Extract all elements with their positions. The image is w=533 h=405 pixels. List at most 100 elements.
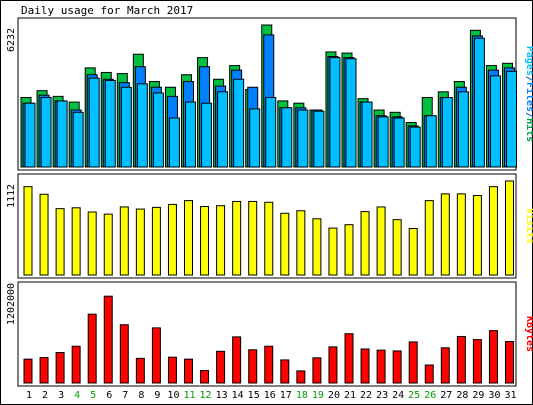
x-tick-label-day-8: 8 (138, 390, 144, 401)
visits-bar-day-25 (408, 228, 418, 276)
kbytes-bar-day-13 (216, 350, 226, 384)
x-tick-label-day-5: 5 (90, 390, 96, 401)
visits-bar-day-7 (119, 206, 129, 276)
x-tick-label-day-1: 1 (26, 390, 32, 401)
kbytes-bar-day-20 (328, 346, 338, 384)
kbytes-bar-day-3 (55, 352, 65, 384)
pages-bar-day-18 (297, 109, 309, 168)
series-pages (24, 37, 517, 168)
pages-bar-day-13 (217, 91, 229, 168)
visits-bar-day-22 (360, 211, 370, 276)
x-tick-label-day-22: 22 (360, 390, 372, 401)
x-tick-label-day-24: 24 (392, 390, 404, 401)
x-tick-label-day-16: 16 (264, 390, 276, 401)
x-tick-label-day-28: 28 (456, 390, 468, 401)
kbytes-bar-day-1 (23, 358, 33, 384)
x-tick-label-day-3: 3 (58, 390, 64, 401)
kbytes-bar-day-9 (151, 327, 161, 384)
pages-bar-day-22 (361, 101, 373, 168)
visits-bar-day-21 (344, 224, 354, 276)
visits-bar-day-19 (312, 218, 322, 276)
pages-bar-day-15 (249, 108, 261, 168)
visits-bar-day-12 (200, 206, 210, 276)
kbytes-bar-day-28 (456, 335, 466, 384)
kbytes-bar-day-29 (472, 339, 482, 384)
x-tick-label-day-6: 6 (106, 390, 112, 401)
visits-bar-day-16 (264, 201, 274, 276)
kbytes-bar-day-23 (376, 349, 386, 384)
visits-bar-day-9 (151, 206, 161, 276)
kbytes-bar-day-22 (360, 348, 370, 384)
x-tick-label-day-27: 27 (440, 390, 452, 401)
kbytes-bar-day-27 (440, 347, 450, 384)
visits-bar-day-17 (280, 212, 290, 276)
pages-bar-day-3 (56, 100, 68, 168)
visits-bar-day-28 (456, 193, 466, 276)
series-label-part: Hits (524, 118, 533, 142)
series-label-part: / (524, 76, 533, 82)
pages-bar-day-20 (329, 57, 341, 168)
x-tick-label-day-21: 21 (344, 390, 356, 401)
kbytes-bar-day-12 (200, 369, 210, 384)
x-axis-labels: 1 2 3 4 5 6 7 8 9 10 11 12 13 14 15 16 17 18 19 20 21 22 23 24 2… (26, 390, 517, 401)
kbytes-bar-day-6 (103, 295, 113, 384)
kbytes-bar-day-14 (232, 336, 242, 384)
x-tick-label-day-14: 14 (232, 390, 244, 401)
pages-bar-day-26 (425, 115, 437, 168)
visits-bar-day-5 (87, 211, 97, 276)
visits-bar-day-1 (23, 186, 33, 276)
x-tick-label-day-9: 9 (154, 390, 160, 401)
x-tick-label-day-19: 19 (312, 390, 324, 401)
kbytes-bar-day-18 (296, 370, 306, 384)
visits-bar-day-27 (440, 193, 450, 276)
pages-bar-day-28 (457, 91, 469, 168)
kbytes-bar-day-31 (505, 341, 514, 384)
pages-bar-day-2 (40, 97, 52, 168)
panel-max-label: 1112 (6, 184, 17, 208)
kbytes-bar-day-24 (392, 350, 402, 384)
x-tick-label-day-17: 17 (280, 390, 292, 401)
pages-bar-day-10 (168, 117, 180, 168)
visits-bar-day-8 (135, 208, 145, 276)
x-tick-label-day-25: 25 (408, 390, 420, 401)
pages-bar-day-17 (281, 107, 293, 168)
pages-bar-day-5 (88, 77, 100, 168)
pages-bar-day-19 (313, 110, 325, 168)
panel-3: 1202000 KBytes (6, 281, 533, 387)
kbytes-bar-day-8 (135, 357, 145, 384)
kbytes-bar-day-26 (424, 364, 434, 384)
visits-bar-day-15 (248, 200, 258, 276)
pages-bar-day-27 (441, 97, 453, 168)
x-tick-label-day-4: 4 (74, 390, 80, 401)
pages-bar-day-8 (136, 83, 148, 168)
panel-max-label: 6232 (6, 28, 17, 52)
kbytes-bar-day-17 (280, 359, 290, 384)
x-tick-label-day-13: 13 (216, 390, 228, 401)
visits-bar-day-4 (71, 207, 81, 276)
visits-bar-day-13 (216, 205, 226, 276)
x-tick-label-day-12: 12 (200, 390, 212, 401)
kbytes-bar-day-19 (312, 357, 322, 384)
kbytes-bar-day-30 (488, 330, 498, 384)
visits-bar-day-14 (232, 200, 242, 276)
series-label-part: Files (524, 82, 533, 112)
kbytes-bar-day-5 (87, 313, 97, 384)
pages-bar-day-1 (24, 102, 36, 168)
visits-bar-day-2 (39, 193, 49, 276)
kbytes-bar-day-25 (408, 341, 418, 384)
panel-2: 1112 Visits (6, 173, 533, 279)
series-kbytes (23, 295, 514, 384)
pages-bar-day-4 (72, 111, 84, 168)
kbytes-bar-day-16 (264, 345, 274, 384)
chart-panels: 6232Pages/Files/Hits1112Visits1202000KBy… (6, 17, 533, 387)
pages-bar-day-24 (393, 117, 405, 168)
visits-bar-day-3 (55, 208, 65, 276)
x-tick-label-day-26: 26 (424, 390, 436, 401)
x-tick-label-day-31: 31 (504, 390, 516, 401)
series-label-part: / (524, 112, 533, 118)
x-tick-label-day-2: 2 (42, 390, 48, 401)
visits-bar-day-23 (376, 206, 386, 276)
x-tick-label-day-29: 29 (472, 390, 484, 401)
